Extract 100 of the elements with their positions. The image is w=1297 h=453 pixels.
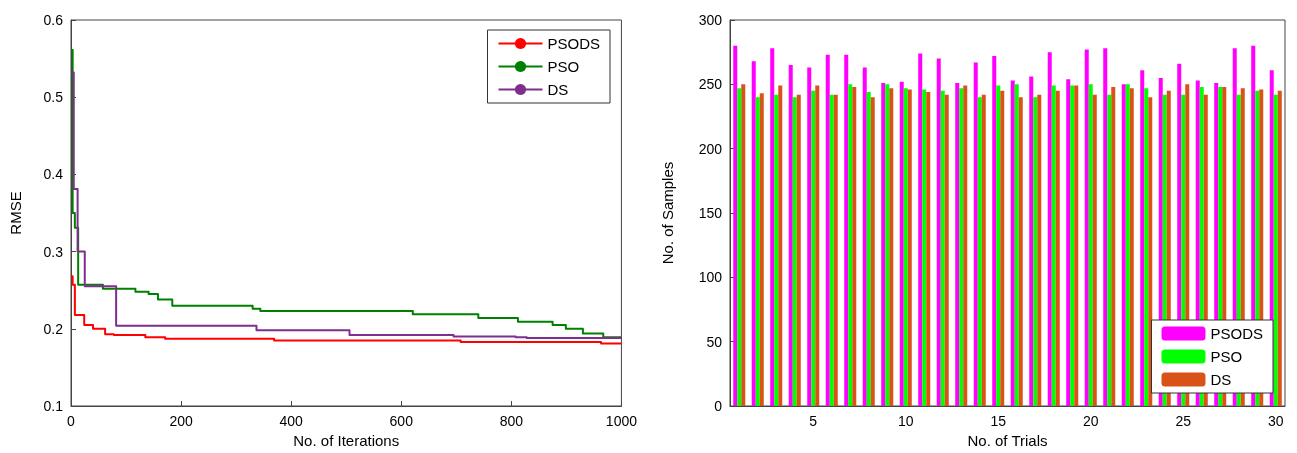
bar	[811, 90, 816, 406]
bar	[1103, 48, 1108, 406]
bar	[1273, 94, 1278, 406]
bar	[977, 97, 982, 406]
bar	[1018, 97, 1023, 406]
x-tick-label: 400	[279, 413, 304, 429]
bar	[1107, 94, 1112, 406]
bar	[1055, 90, 1060, 406]
bar	[844, 54, 849, 406]
bar	[1140, 70, 1145, 406]
bar	[1066, 79, 1071, 406]
bar	[770, 48, 775, 406]
x-tick-label: 1000	[605, 413, 638, 429]
bar	[907, 89, 912, 406]
y-tick-label: 0.5	[43, 89, 64, 106]
bar	[940, 90, 945, 406]
bar	[848, 84, 853, 406]
bar	[751, 61, 756, 406]
bar	[1277, 90, 1282, 406]
bar	[1051, 85, 1056, 406]
y-tick-label: 100	[698, 269, 723, 286]
bar	[973, 62, 978, 406]
bar	[992, 56, 997, 406]
bar	[778, 85, 783, 406]
y-tick-label: 200	[698, 140, 723, 157]
legend-label: DS	[547, 81, 569, 98]
y-tick-label: 0	[714, 398, 723, 414]
bar	[881, 83, 886, 406]
legend-label: PSODS	[1210, 325, 1263, 342]
x-tick-label: 15	[990, 413, 1007, 429]
x-axis-title: No. of Iterations	[293, 431, 400, 449]
bar	[741, 84, 746, 406]
bar	[1148, 97, 1153, 406]
bar	[1000, 90, 1005, 406]
legend-label: PSODS	[547, 35, 600, 52]
x-tick-label: 800	[499, 413, 524, 429]
bar	[759, 93, 764, 406]
bar	[852, 86, 857, 406]
bar	[1047, 52, 1052, 406]
bar	[963, 85, 968, 406]
bar	[944, 94, 949, 406]
bar	[899, 81, 904, 406]
x-tick-label: 10	[897, 413, 914, 429]
bar	[862, 67, 867, 406]
y-axis-title: RMSE	[7, 191, 24, 235]
x-tick-label: 0	[67, 413, 76, 429]
bar	[829, 94, 834, 406]
bar	[1088, 84, 1093, 406]
bar	[889, 88, 894, 406]
bar	[922, 89, 927, 406]
bar	[737, 88, 742, 406]
bar	[1037, 94, 1042, 406]
bar	[903, 88, 908, 406]
bar	[866, 92, 871, 406]
x-tick-label: 30	[1267, 413, 1284, 429]
y-tick-label: 0.1	[43, 398, 64, 414]
bar	[796, 94, 801, 406]
bar	[825, 54, 830, 406]
bar	[1121, 84, 1126, 406]
bar	[1144, 88, 1149, 406]
bar	[926, 92, 931, 406]
bar	[788, 65, 793, 406]
bar	[981, 94, 986, 406]
y-axis-title: No. of Samples	[659, 161, 676, 265]
bar	[936, 58, 941, 406]
y-tick-label: 0.4	[43, 166, 64, 183]
bar	[1111, 86, 1116, 406]
bar	[1125, 84, 1130, 406]
y-tick-label: 50	[706, 333, 723, 350]
x-axis-title: No. of Trials	[967, 431, 1048, 449]
y-tick-label: 0.2	[43, 320, 64, 337]
y-tick-label: 0.3	[43, 243, 64, 260]
bar	[792, 97, 797, 406]
y-tick-label: 150	[698, 205, 723, 221]
x-tick-label: 200	[169, 413, 193, 429]
legend-label: DS	[1210, 371, 1232, 388]
bar	[1129, 88, 1134, 406]
bar	[1014, 84, 1019, 406]
bar	[774, 94, 779, 406]
x-tick-label: 20	[1082, 413, 1099, 429]
legend-label: PSO	[547, 58, 580, 75]
bar	[1029, 76, 1034, 406]
x-tick-label: 600	[389, 413, 414, 429]
bar	[1074, 85, 1079, 406]
bar	[1092, 94, 1097, 406]
bar	[870, 97, 875, 406]
bar	[996, 85, 1001, 406]
bar	[959, 88, 964, 406]
y-tick-label: 250	[698, 76, 723, 93]
bar	[1010, 80, 1015, 406]
bar	[955, 83, 960, 406]
y-tick-label: 300	[698, 12, 723, 28]
bar	[1084, 49, 1089, 406]
bar	[733, 45, 738, 406]
x-tick-label: 5	[809, 413, 818, 429]
bar	[1033, 97, 1038, 406]
bar	[755, 97, 760, 406]
bar	[918, 53, 923, 406]
bar	[833, 94, 838, 406]
bar	[807, 67, 812, 406]
